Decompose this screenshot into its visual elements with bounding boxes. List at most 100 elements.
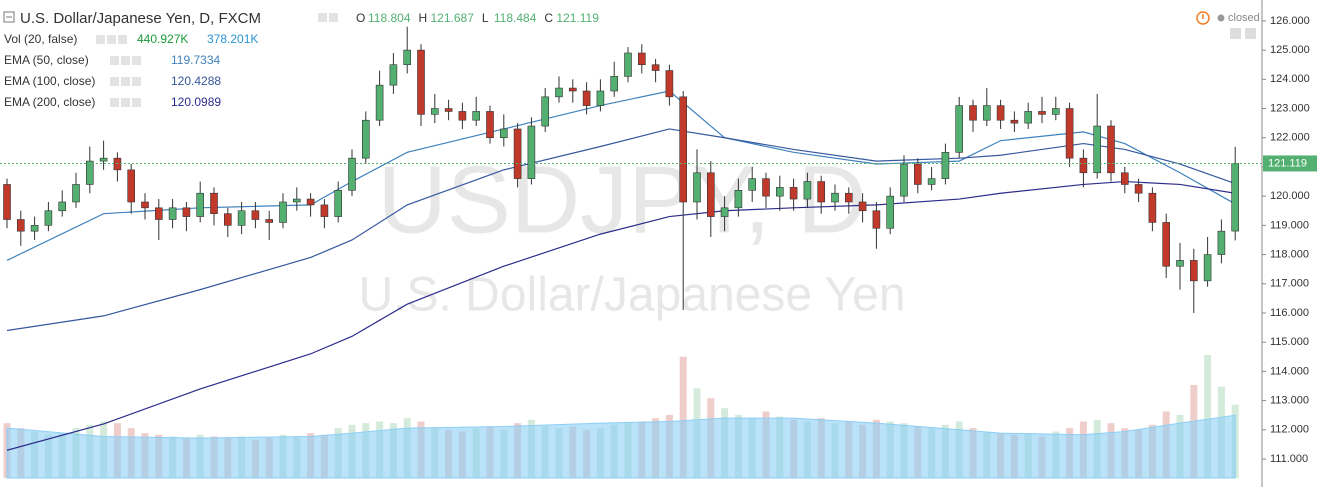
ohlc-value: 121.687 <box>431 11 475 25</box>
volume-bar <box>679 356 687 478</box>
settings-icon[interactable] <box>121 98 130 107</box>
candle-body <box>1052 108 1060 115</box>
candle-body <box>1162 222 1170 267</box>
settings-icon[interactable] <box>107 35 116 44</box>
volume-value: 440.927K <box>137 32 188 46</box>
candle-body <box>403 49 412 66</box>
candle-body <box>789 187 798 200</box>
candle-body <box>1107 125 1115 174</box>
candle-body <box>127 169 135 203</box>
legend-entry: EMA (50, close) <box>4 53 89 67</box>
candle-body <box>348 157 356 191</box>
settings-icon[interactable] <box>132 56 141 65</box>
candle-body <box>99 157 108 162</box>
y-tick-label: 112.000 <box>1270 424 1309 436</box>
candle-body <box>292 198 301 203</box>
candle-body <box>900 163 908 197</box>
candle-body <box>748 178 757 191</box>
candle-body <box>831 192 839 203</box>
settings-icon[interactable] <box>121 56 130 65</box>
y-tick-label: 111.000 <box>1270 453 1308 465</box>
last-price-label: 121.119 <box>1268 157 1307 169</box>
ohlc-value: 118.484 <box>494 11 537 25</box>
ohlc-value: 118.804 <box>368 11 411 25</box>
legend-value: 120.0989 <box>171 95 221 109</box>
candle-body <box>720 207 729 217</box>
candle-body <box>16 219 25 232</box>
settings-icon[interactable] <box>121 77 130 86</box>
watermark: USDJPY, D U.S. Dollar/Japanese Yen <box>358 146 905 321</box>
ohlc-letter: O <box>356 11 365 25</box>
settings-icon[interactable] <box>118 35 127 44</box>
candle-body <box>265 219 274 223</box>
ema-line <box>6 90 1236 261</box>
volume-ma-area <box>6 414 1236 479</box>
candle-body <box>1217 230 1226 255</box>
settings-icon[interactable] <box>110 77 119 86</box>
settings-icon[interactable] <box>110 56 119 65</box>
candle-body <box>775 187 784 197</box>
collapse-button[interactable] <box>3 11 15 23</box>
watermark-symbol: USDJPY, D <box>377 146 866 253</box>
candle-body <box>320 204 329 217</box>
indicator-name: Vol (20, false) <box>4 32 77 46</box>
candle-body <box>279 201 287 223</box>
candle-body <box>858 201 867 212</box>
candle-body <box>872 210 881 229</box>
settings-icon[interactable] <box>110 98 119 107</box>
candle-body <box>1038 111 1046 115</box>
candle-body <box>762 178 770 197</box>
candle-body <box>844 192 853 203</box>
candle-body <box>499 128 508 139</box>
scroll-button[interactable] <box>1245 28 1256 39</box>
watermark-name: U.S. Dollar/Japanese Yen <box>358 269 905 322</box>
y-tick-label: 119.000 <box>1270 219 1309 231</box>
settings-icon[interactable] <box>318 13 327 22</box>
candle-body <box>72 184 80 203</box>
candle-body <box>527 125 536 179</box>
candle-body <box>982 105 991 121</box>
candle-body <box>803 181 812 200</box>
candle-body <box>996 105 1005 121</box>
candle-body <box>1093 125 1101 174</box>
y-tick-label: 126.000 <box>1270 15 1310 27</box>
legend: U.S. Dollar/Japanese Yen, D, FXCM O 118.8… <box>3 10 599 109</box>
candle-body <box>817 181 826 203</box>
candle-body <box>955 105 964 153</box>
settings-icon[interactable] <box>329 13 338 22</box>
legend-entry: EMA (100, close) <box>4 74 95 88</box>
candle-body <box>624 52 632 77</box>
status-dot <box>1217 14 1225 22</box>
settings-icon[interactable] <box>96 35 105 44</box>
ohlc-letter: L <box>482 11 489 25</box>
alert-icon[interactable] <box>1196 11 1210 25</box>
candle-body <box>1190 260 1198 282</box>
candle-body <box>665 70 674 98</box>
ohlc-value: 121.119 <box>556 11 599 25</box>
market-status: closed <box>1228 12 1260 24</box>
chart-title: U.S. Dollar/Japanese Yen, D, FXCM <box>20 10 261 27</box>
y-tick-label: 114.000 <box>1270 365 1309 377</box>
y-tick-label: 115.000 <box>1270 336 1309 348</box>
settings-icon[interactable] <box>132 77 141 86</box>
candle-body <box>1134 184 1143 194</box>
candle-body <box>541 96 550 127</box>
candle-body <box>927 178 936 185</box>
y-tick-label: 122.000 <box>1270 132 1310 144</box>
y-tick-label: 125.000 <box>1270 44 1310 56</box>
candle-body <box>555 87 563 98</box>
y-tick-label: 116.000 <box>1270 307 1309 319</box>
candle-body <box>196 192 204 217</box>
candle-body <box>679 96 688 203</box>
settings-icon[interactable] <box>132 98 141 107</box>
candle-body <box>3 184 11 220</box>
candle-body <box>1231 163 1239 232</box>
scroll-button[interactable] <box>1230 28 1241 39</box>
volume-bar <box>1204 355 1212 478</box>
candle-body <box>30 225 39 232</box>
candle-body <box>693 172 701 203</box>
candle-body <box>444 108 453 112</box>
candle-body <box>610 76 619 92</box>
